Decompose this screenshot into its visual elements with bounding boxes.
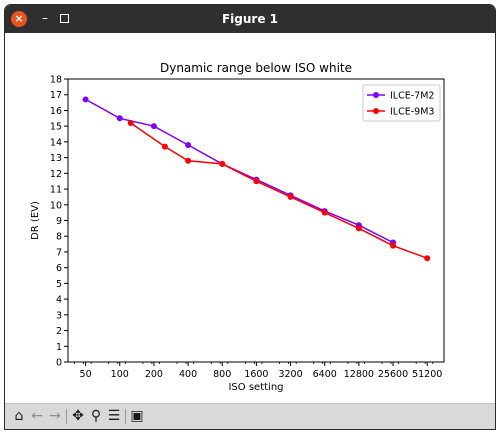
legend-box [362, 84, 441, 122]
data-point [219, 160, 226, 167]
y-tick-label: 17 [50, 90, 62, 101]
x-tick-label: 6400 [313, 369, 337, 380]
toolbar-separator [66, 409, 67, 424]
save-icon: ▣ [130, 408, 144, 424]
x-axis-label: ISO setting [228, 382, 283, 393]
y-tick-label: 7 [56, 247, 62, 258]
home-button[interactable]: ⌂ [10, 407, 28, 425]
title-bar: × – Figure 1 [5, 5, 495, 33]
x-tick-label: 50 [80, 369, 92, 380]
y-tick-label: 12 [50, 169, 62, 180]
y-tick-label: 16 [50, 106, 62, 117]
chart-title: Dynamic range below ISO white [160, 61, 352, 75]
y-tick-label: 9 [56, 216, 62, 227]
y-tick-label: 3 [56, 310, 62, 321]
forward-button[interactable]: → [46, 407, 64, 425]
x-tick-label: 400 [179, 369, 197, 380]
y-tick-label: 0 [56, 358, 62, 369]
save-button[interactable]: ▣ [128, 407, 146, 425]
window-title: Figure 1 [221, 12, 279, 26]
series-line [130, 122, 428, 259]
chart: Dynamic range below ISO white01234567891… [30, 61, 445, 393]
legend-label: ILCE-9M3 [390, 107, 434, 118]
data-point [161, 143, 168, 150]
y-axis-label: DR (EV) [30, 201, 41, 240]
data-point [116, 115, 123, 122]
legend-marker [373, 108, 379, 114]
y-tick-label: 8 [56, 232, 62, 243]
zoom-button[interactable]: ⚲ [87, 407, 105, 425]
pan-button[interactable]: ✥ [69, 407, 87, 425]
data-point [150, 123, 157, 130]
y-tick-label: 6 [56, 263, 62, 274]
y-tick-label: 18 [50, 75, 62, 86]
data-point [185, 142, 192, 149]
configure-subplots-icon: ☰ [107, 408, 121, 424]
data-point [390, 242, 397, 249]
data-point [355, 225, 362, 232]
minimize-icon: – [42, 11, 48, 25]
y-tick-label: 5 [56, 279, 62, 290]
data-point [82, 96, 89, 103]
zoom-icon: ⚲ [90, 408, 102, 424]
figure-canvas: Dynamic range below ISO white 0 1 2 3 4 5 6 7 8 9 1… [5, 33, 495, 403]
y-tick-label: 4 [56, 295, 62, 306]
y-tick-label: 1 [56, 342, 62, 353]
configure-subplots-button[interactable]: ☰ [105, 407, 123, 425]
x-tick-label: 51200 [412, 369, 442, 380]
figure-window: × – Figure 1 Dynamic range below ISO whi… [4, 4, 496, 430]
toolbar-separator [125, 409, 126, 424]
close-icon: × [14, 12, 24, 25]
x-tick-label: 200 [145, 369, 163, 380]
legend-label: ILCE-7M2 [390, 91, 434, 102]
x-tick-label: 800 [213, 369, 231, 380]
back-button[interactable]: ← [28, 407, 46, 425]
x-tick-label: 1600 [244, 369, 268, 380]
legend-marker [373, 92, 379, 98]
back-icon: ← [31, 408, 43, 424]
data-point [253, 178, 260, 185]
y-tick-label: 11 [50, 185, 62, 196]
x-tick-label: 25600 [378, 369, 408, 380]
minimize-button[interactable]: – [37, 10, 53, 26]
y-tick-label: 14 [50, 137, 62, 148]
data-point [127, 120, 134, 127]
home-icon: ⌂ [14, 408, 24, 424]
x-tick-label: 100 [111, 369, 129, 380]
y-tick-label: 15 [50, 122, 62, 133]
navigation-toolbar: ⌂ ← → ✥ ⚲ ☰ ▣ [5, 403, 495, 429]
y-tick-label: 2 [56, 326, 62, 337]
close-button[interactable]: × [11, 11, 27, 27]
forward-icon: → [49, 408, 61, 424]
maximize-button[interactable] [60, 14, 69, 23]
data-point [287, 193, 294, 200]
data-point [185, 157, 192, 164]
pan-icon: ✥ [72, 408, 84, 424]
x-tick-label: 12800 [344, 369, 374, 380]
y-tick-label: 13 [50, 153, 62, 164]
y-tick-label: 10 [50, 200, 62, 211]
data-point [321, 209, 328, 216]
data-point [424, 255, 431, 262]
x-tick-label: 3200 [278, 369, 302, 380]
